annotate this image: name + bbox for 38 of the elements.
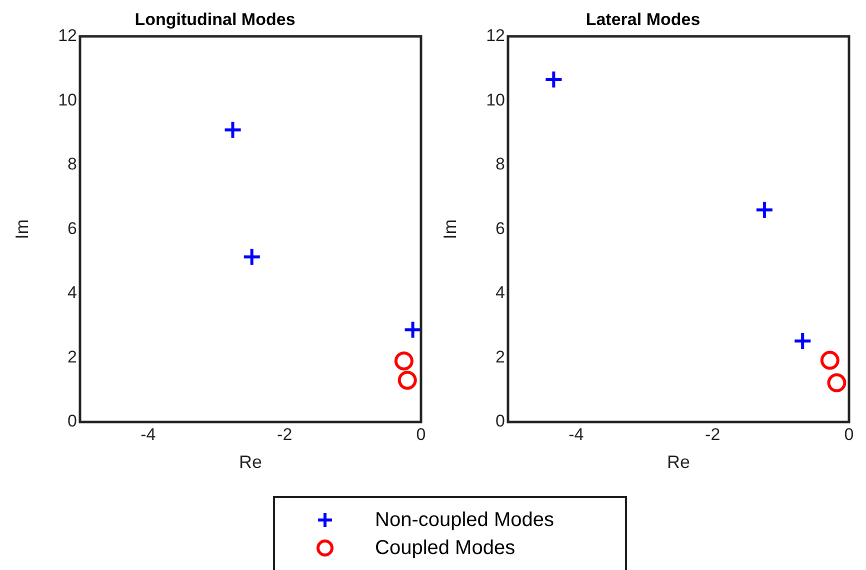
x-tick-label: 0 <box>416 424 426 444</box>
y-tick-label: 2 <box>496 347 505 366</box>
legend-label: Coupled Modes <box>375 536 516 560</box>
y-tick-label: 10 <box>58 90 77 110</box>
point <box>403 320 421 340</box>
y-tick-label: 0 <box>496 412 505 431</box>
x-tick-label: -4 <box>568 424 584 444</box>
y-tick-label: 4 <box>68 283 77 302</box>
y-tick-label: 12 <box>58 26 77 46</box>
point <box>544 70 564 89</box>
chart-title: Lateral Modes <box>586 10 700 29</box>
y-tick-label: 12 <box>486 26 505 46</box>
x-tick-label: -2 <box>277 424 292 444</box>
x-tick-label: -4 <box>140 424 156 444</box>
y-tick-label: 4 <box>496 283 505 302</box>
point <box>820 350 840 370</box>
legend-label: Non-coupled Modes <box>375 508 554 532</box>
y-tick-label: 0 <box>68 412 77 431</box>
chart-title: Longitudinal Modes <box>134 10 296 29</box>
point <box>827 373 846 392</box>
point <box>242 247 262 266</box>
x-tick-label: -2 <box>705 424 720 444</box>
x-axis-title: Re <box>238 452 262 472</box>
y-tick-label: 8 <box>496 154 505 174</box>
x-axis-title: Re <box>666 452 690 472</box>
y-tick-label: 8 <box>68 154 77 174</box>
point <box>223 120 242 140</box>
x-tick-label: 0 <box>844 424 854 444</box>
y-tick-label: 6 <box>496 218 505 238</box>
y-axis-title: Im <box>12 219 32 240</box>
point <box>754 200 774 220</box>
y-tick-label: 6 <box>68 218 77 238</box>
point <box>394 351 414 370</box>
point <box>793 332 812 351</box>
y-axis-title: Im <box>440 219 460 240</box>
point <box>398 370 417 390</box>
y-tick-label: 10 <box>486 90 505 110</box>
y-tick-label: 2 <box>68 347 77 366</box>
